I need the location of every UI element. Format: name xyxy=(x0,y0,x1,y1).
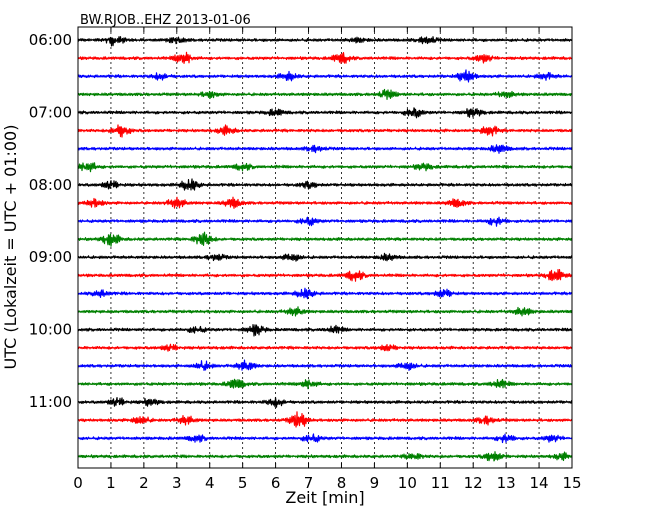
x-tick-label: 6 xyxy=(271,474,281,492)
x-tick-label: 3 xyxy=(172,474,182,492)
trace-0930 xyxy=(77,287,573,300)
trace-0800 xyxy=(77,178,573,191)
trace-0730 xyxy=(77,144,573,154)
trace-0945 xyxy=(77,306,573,317)
x-tick-label: 9 xyxy=(370,474,380,492)
y-tick-label: 11:00 xyxy=(29,393,72,411)
x-tick-label: 14 xyxy=(530,474,549,492)
trace-1115 xyxy=(77,411,573,428)
trace-0830 xyxy=(77,216,573,227)
x-axis-ticks: 0 1 2 3 4 5 6 7 8 9 10 11 12 13 14 15 xyxy=(73,27,582,492)
trace-0700 xyxy=(77,107,573,119)
x-tick-label: 12 xyxy=(464,474,483,492)
x-tick-label: 11 xyxy=(431,474,450,492)
trace-0630 xyxy=(77,69,573,83)
x-tick-label: 4 xyxy=(205,474,215,492)
vertical-gridlines xyxy=(110,27,540,468)
x-tick-label: 13 xyxy=(497,474,516,492)
trace-0715 xyxy=(77,124,573,138)
y-axis-ticks: 06:00 07:00 08:00 09:00 10:00 11:00 xyxy=(29,31,572,411)
x-tick-label: 15 xyxy=(562,474,581,492)
plot-frame xyxy=(77,26,573,469)
x-axis-label: Zeit [min] xyxy=(285,488,364,507)
trace-1145 xyxy=(77,451,573,462)
trace-0915 xyxy=(77,269,573,282)
trace-1130 xyxy=(77,433,573,444)
x-tick-label: 5 xyxy=(238,474,248,492)
trace-1045 xyxy=(77,378,573,390)
y-tick-label: 10:00 xyxy=(29,321,72,339)
x-tick-label: 10 xyxy=(398,474,417,492)
y-tick-label: 08:00 xyxy=(29,176,72,194)
trace-0645 xyxy=(77,88,573,100)
y-tick-label: 06:00 xyxy=(29,31,72,49)
trace-0815 xyxy=(77,196,573,209)
trace-0900 xyxy=(77,252,573,262)
y-tick-label: 07:00 xyxy=(29,103,72,121)
y-axis-label: UTC (Lokalzeit = UTC + 01:00) xyxy=(1,125,20,370)
x-tick-label: 1 xyxy=(106,474,116,492)
x-tick-label: 0 xyxy=(73,474,83,492)
trace-0845 xyxy=(77,231,573,247)
trace-1100 xyxy=(77,396,573,408)
x-tick-label: 8 xyxy=(337,474,347,492)
trace-1000 xyxy=(77,324,573,337)
trace-1030 xyxy=(77,359,573,371)
trace-0615 xyxy=(77,51,573,64)
y-tick-label: 09:00 xyxy=(29,248,72,266)
trace-0745 xyxy=(77,162,573,173)
x-tick-label: 2 xyxy=(139,474,149,492)
trace-0600 xyxy=(77,36,573,47)
trace-1015 xyxy=(77,343,573,352)
x-tick-label: 7 xyxy=(304,474,314,492)
seismic-traces xyxy=(77,36,573,462)
chart-title: BW.RJOB..EHZ 2013-01-06 xyxy=(80,13,251,28)
